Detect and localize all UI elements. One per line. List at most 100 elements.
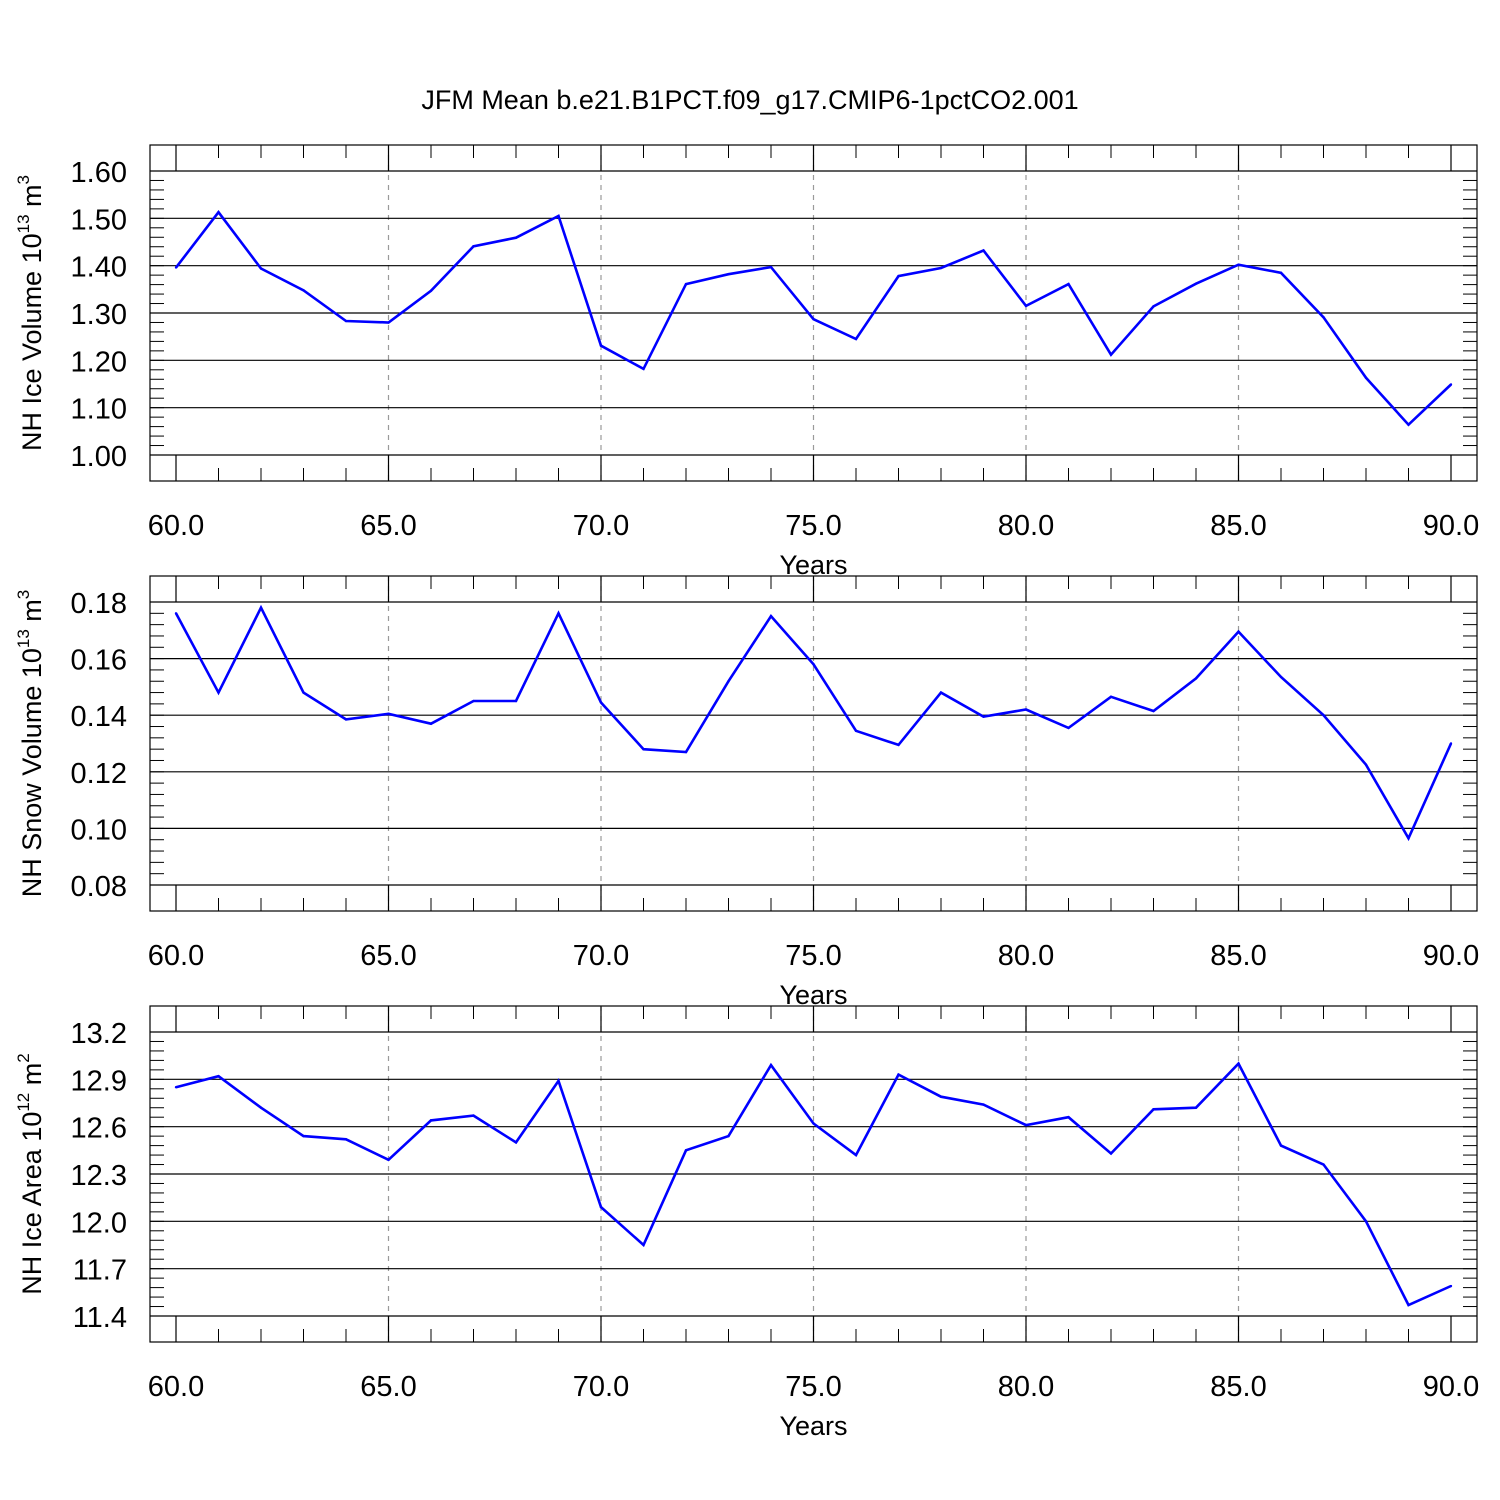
y-tick-label: 0.16 <box>71 645 127 677</box>
data-point <box>982 249 985 252</box>
data-point <box>472 245 475 248</box>
y-tick-label: 0.10 <box>71 814 127 846</box>
x-tick-label: 75.0 <box>785 940 841 972</box>
data-point <box>472 1114 475 1117</box>
data-point <box>1194 282 1198 285</box>
y-tick-label: 1.10 <box>71 394 127 426</box>
data-point <box>812 663 815 666</box>
data-point <box>387 712 390 715</box>
data-point <box>387 321 390 324</box>
data-point <box>769 1063 773 1067</box>
data-point <box>727 272 730 276</box>
data-point <box>1364 763 1368 766</box>
x-axis-title: Years <box>779 550 847 580</box>
x-tick-label: 70.0 <box>573 510 629 542</box>
x-tick-label: 85.0 <box>1210 1371 1266 1403</box>
data-point <box>982 715 985 718</box>
x-tick-label: 75.0 <box>785 510 841 542</box>
series-line <box>174 604 1453 842</box>
data-point <box>599 701 603 704</box>
x-tick-label: 85.0 <box>1210 940 1266 972</box>
data-point <box>1237 1062 1240 1065</box>
y-tick-label: 1.40 <box>71 252 127 284</box>
y-tick-label: 12.0 <box>71 1207 127 1239</box>
x-tick-label: 80.0 <box>998 1371 1054 1403</box>
y-axis-title-text: NH Snow Volume 10 <box>17 648 47 897</box>
data-point <box>684 282 688 286</box>
data-point <box>1067 1116 1070 1119</box>
data-point <box>1407 423 1410 426</box>
data-point <box>217 691 220 694</box>
x-tick-label: 65.0 <box>360 510 416 542</box>
data-point <box>217 1074 220 1078</box>
data-point <box>1279 675 1283 679</box>
data-point <box>1449 383 1453 386</box>
data-point <box>939 266 943 270</box>
y-tick-label: 12.3 <box>71 1160 127 1192</box>
x-tick-label: 80.0 <box>998 510 1054 542</box>
data-point <box>344 1138 348 1141</box>
data-point <box>1152 709 1155 713</box>
y-tick-label: 1.60 <box>71 157 127 189</box>
panel-3: 11.4 11.7 12.0 12.3 12.6 12.9 13.2 60.0 65.0 70.0… <box>14 1005 1479 1441</box>
data-point <box>259 1106 263 1109</box>
data-point <box>174 266 178 269</box>
data-point <box>557 1079 560 1083</box>
data-point <box>982 1103 985 1106</box>
x-tick-label: 85.0 <box>1210 510 1266 542</box>
y-tick-label: 0.14 <box>71 701 127 733</box>
x-axis-title: Years <box>779 1411 847 1441</box>
y-axis-title-unit: m <box>17 184 47 214</box>
data-point <box>514 236 518 239</box>
panel-1: 1.00 1.10 1.20 1.30 1.40 1.50 1.60 60.0 65.0 70.0… <box>14 144 1479 580</box>
data-point <box>1152 305 1155 308</box>
data-point <box>1449 742 1453 745</box>
data-point <box>684 1149 688 1152</box>
y-tick-label: 12.9 <box>71 1065 127 1097</box>
y-tick-label: 1.00 <box>71 441 127 473</box>
data-point <box>1407 1303 1410 1307</box>
x-tick-label: 70.0 <box>573 940 629 972</box>
data-point <box>174 1086 178 1089</box>
data-point <box>939 691 943 694</box>
y-tick-label: 1.30 <box>71 299 127 331</box>
x-tick-label: 60.0 <box>148 1371 204 1403</box>
data-point <box>812 317 815 321</box>
data-point <box>897 743 900 747</box>
figure-title: JFM Mean b.e21.B1PCT.f09_g17.CMIP6-1pctC… <box>421 85 1078 115</box>
data-point <box>642 367 645 371</box>
y-tick-label: 12.6 <box>71 1113 127 1145</box>
data-point <box>344 718 348 721</box>
data-point <box>769 614 773 618</box>
data-point <box>1024 708 1028 711</box>
y-axis-title-text: NH Ice Volume 10 <box>17 233 47 451</box>
data-point <box>642 747 645 751</box>
y-tick-label: 1.20 <box>71 346 127 378</box>
x-tick-label: 60.0 <box>148 940 204 972</box>
data-point <box>854 337 858 341</box>
data-point <box>514 699 518 703</box>
data-point <box>259 267 263 270</box>
data-point <box>302 691 305 694</box>
data-point <box>727 680 730 683</box>
y-axis-title: NH Ice Volume 1013 m3 <box>14 175 47 451</box>
panels: 1.00 1.10 1.20 1.30 1.40 1.50 1.60 60.0 65.0 70.0… <box>14 144 1479 1441</box>
x-tick-label: 80.0 <box>998 940 1054 972</box>
data-point <box>302 289 305 292</box>
data-point <box>642 1243 645 1247</box>
data-point <box>1279 1144 1283 1147</box>
x-axis-title: Years <box>779 980 847 1010</box>
y-axis-title-unit-exponent: 3 <box>14 175 33 184</box>
data-point <box>939 1095 943 1098</box>
data-point <box>769 265 773 269</box>
data-point <box>1024 304 1028 308</box>
data-point <box>1237 263 1240 266</box>
data-point <box>1152 1108 1155 1111</box>
data-point <box>514 1141 518 1144</box>
data-point <box>1109 353 1113 356</box>
y-tick-label: 13.2 <box>71 1018 127 1050</box>
data-point <box>1067 282 1070 286</box>
data-point <box>1109 695 1113 699</box>
